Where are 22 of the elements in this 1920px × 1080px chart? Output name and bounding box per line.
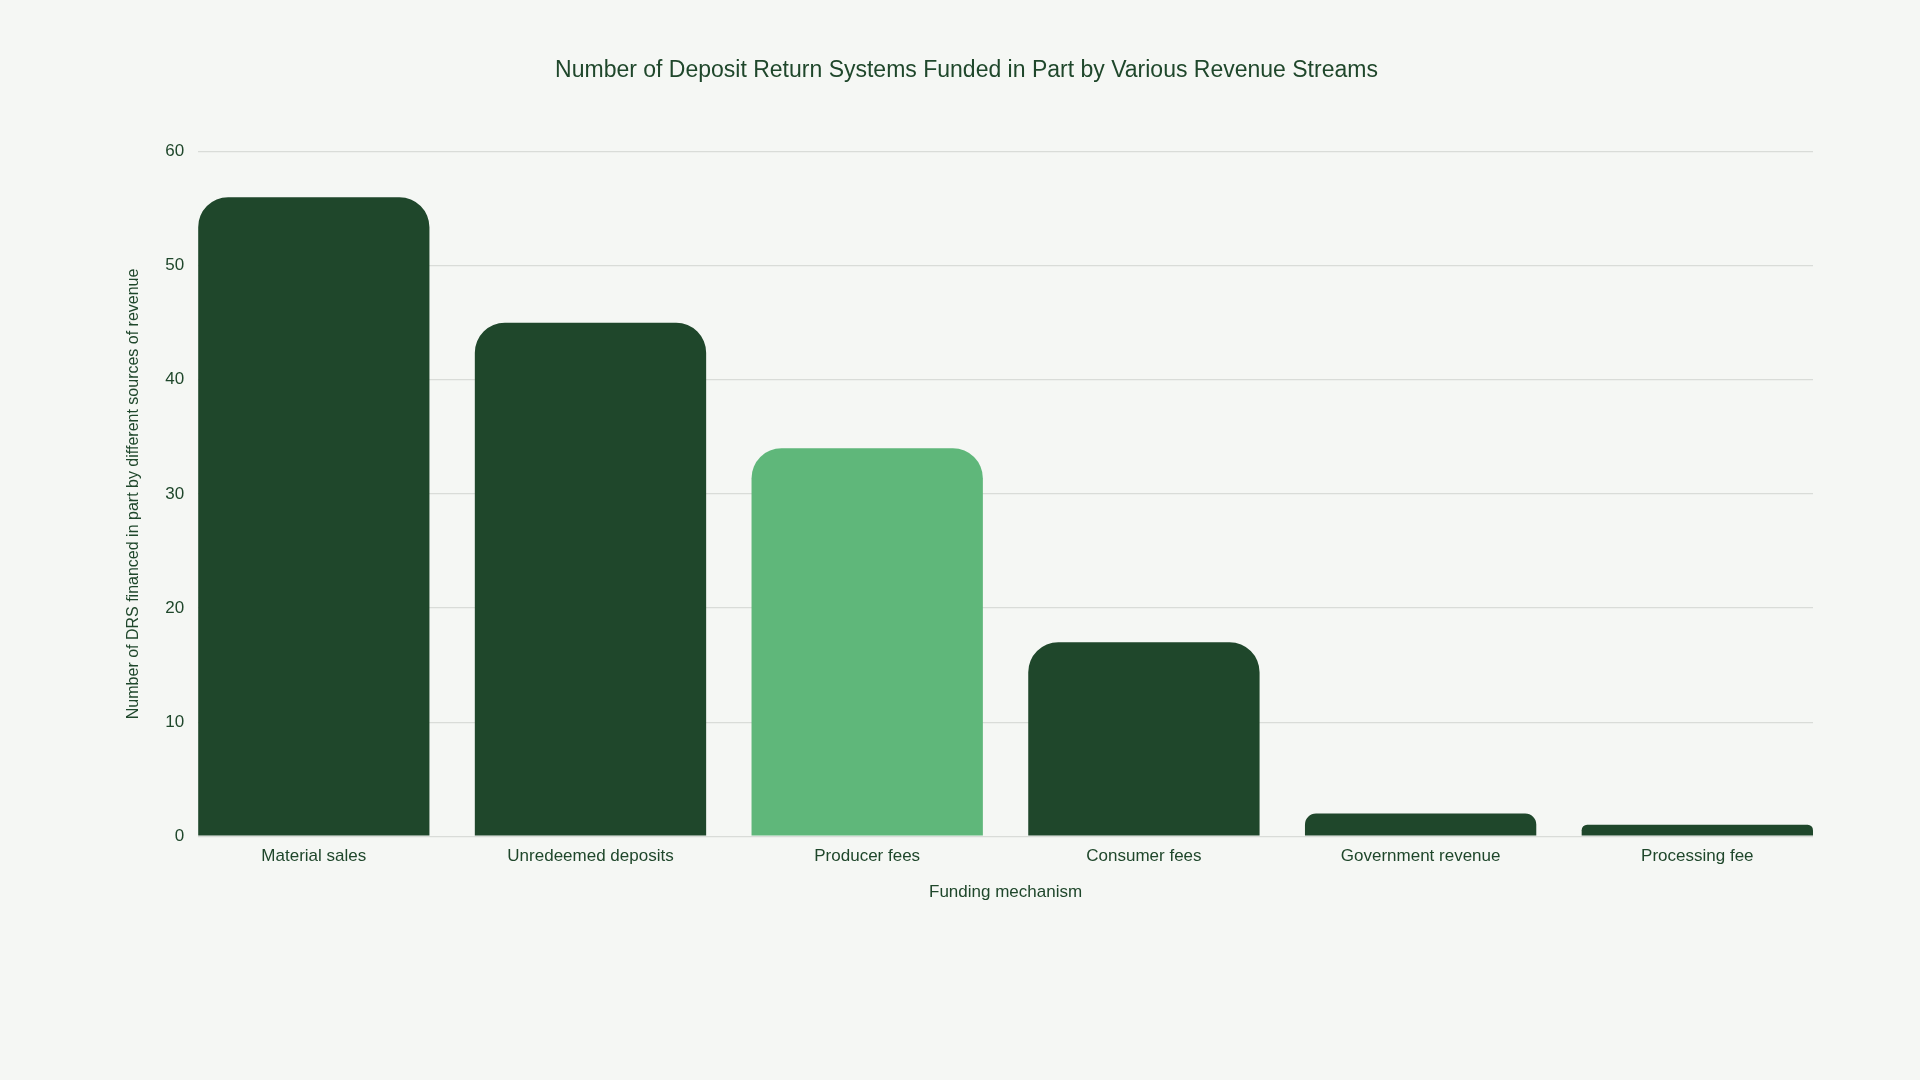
y-tick-label: 0 bbox=[174, 825, 185, 845]
y-tick-label: 60 bbox=[165, 141, 185, 161]
chart-title: Number of Deposit Return Systems Funded in Part by Various Revenue Streams bbox=[555, 56, 1378, 83]
x-tick-label: Processing fee bbox=[1641, 846, 1754, 866]
x-tick-label: Unredeemed deposits bbox=[507, 846, 674, 866]
x-tick-label: Government revenue bbox=[1340, 846, 1501, 866]
x-tick-label: Producer fees bbox=[814, 846, 921, 866]
y-tick-label: 50 bbox=[165, 255, 185, 275]
y-tick-label: 40 bbox=[165, 369, 185, 389]
x-axis-title: Funding mechanism bbox=[929, 882, 1083, 902]
bar bbox=[198, 197, 430, 836]
y-axis-title: Number of DRS financed in part by different sources of revenue bbox=[124, 268, 142, 720]
bar bbox=[1581, 824, 1813, 836]
bar bbox=[1028, 642, 1260, 836]
y-tick-label: 20 bbox=[165, 597, 185, 617]
y-tick-label: 30 bbox=[165, 483, 185, 503]
x-tick-label: Consumer fees bbox=[1086, 846, 1202, 866]
x-tick-label: Material sales bbox=[261, 846, 367, 866]
bar bbox=[474, 322, 707, 836]
y-tick-label: 10 bbox=[165, 711, 185, 731]
bar bbox=[1304, 813, 1537, 836]
bar bbox=[751, 448, 983, 836]
